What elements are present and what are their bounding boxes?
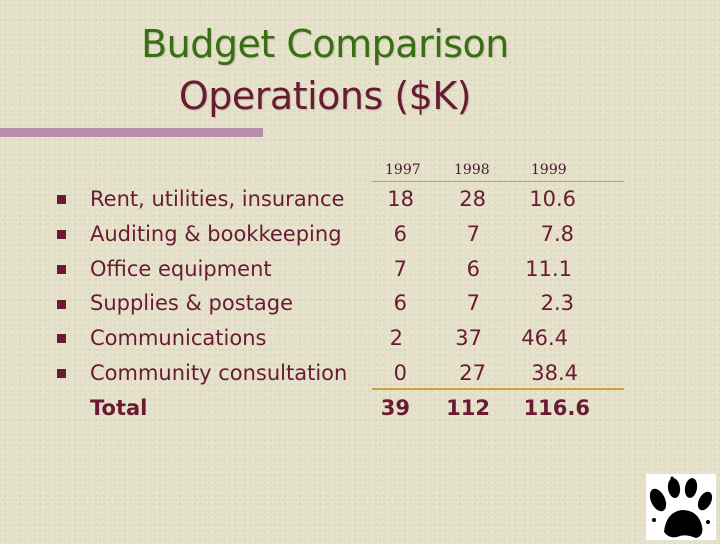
- bullet-square-icon: [57, 230, 66, 239]
- value-1997: 6: [393, 222, 407, 246]
- value-1999: 38.4: [531, 361, 578, 385]
- value-1998: 27: [459, 361, 486, 385]
- year-header-1999: 1999: [531, 162, 567, 178]
- value-1998: 37: [455, 326, 482, 350]
- row-label: Community consultation: [90, 361, 348, 385]
- value-1998: 7: [466, 291, 480, 315]
- total-label: Total: [90, 396, 148, 420]
- slide-title-line1: Budget Comparison: [141, 22, 509, 66]
- paw-logo-icon: [646, 474, 716, 540]
- total-1998: 112: [446, 396, 490, 420]
- title-underline: [0, 128, 263, 137]
- row-label: Auditing & bookkeeping: [90, 222, 342, 246]
- bullet-square-icon: [57, 334, 66, 343]
- bullet-square-icon: [57, 369, 66, 378]
- row-label: Communications: [90, 326, 267, 350]
- value-1999: 7.8: [540, 222, 574, 246]
- value-1997: 7: [393, 257, 407, 281]
- value-1998: 28: [459, 187, 486, 211]
- bullet-square-icon: [57, 265, 66, 274]
- total-1999: 116.6: [523, 396, 590, 420]
- value-1998: 6: [466, 257, 480, 281]
- bullet-square-icon: [57, 300, 66, 309]
- row-label: Supplies & postage: [90, 291, 294, 315]
- year-header-1997: 1997: [385, 162, 421, 178]
- row-label: Rent, utilities, insurance: [90, 187, 345, 211]
- value-1999: 10.6: [529, 187, 576, 211]
- total-rule: [372, 388, 624, 390]
- value-1998: 7: [466, 222, 480, 246]
- value-1997: 0: [393, 361, 407, 385]
- bullet-square-icon: [57, 195, 66, 204]
- value-1997: 18: [387, 187, 414, 211]
- value-1999: 11.1: [525, 257, 572, 281]
- value-1999: 2.3: [540, 291, 574, 315]
- slide-title-line2: Operations ($K): [178, 74, 472, 118]
- total-1997: 39: [380, 396, 410, 420]
- row-label: Office equipment: [90, 257, 272, 281]
- header-rule: [372, 181, 624, 182]
- value-1999: 46.4: [521, 326, 568, 350]
- value-1997: 2: [389, 326, 403, 350]
- value-1997: 6: [393, 291, 407, 315]
- year-header-1998: 1998: [454, 162, 490, 178]
